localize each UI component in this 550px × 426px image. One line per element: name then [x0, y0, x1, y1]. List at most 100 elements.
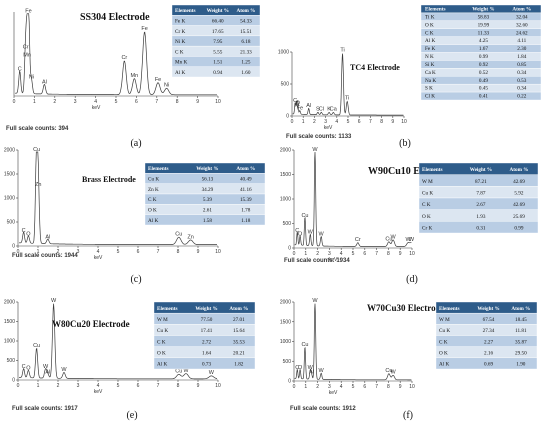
peak-label: Al	[45, 369, 50, 375]
table-cell: 11.81	[515, 328, 527, 334]
x-tick-label: 1	[302, 119, 305, 125]
table-cell: 1.58	[203, 218, 212, 224]
x-tick-label: 5	[347, 119, 350, 125]
x-tick-label: 2	[57, 249, 60, 255]
full-scale-counts: Full scale counts: 1133	[286, 134, 352, 140]
peak-label: W	[391, 369, 397, 375]
x-tick-label: 3	[77, 249, 80, 255]
table-cell: 0.22	[517, 94, 526, 100]
x-tick-label: 1	[37, 383, 40, 389]
table-cell: Cu K	[422, 191, 433, 197]
x-tick-label: 0	[291, 119, 294, 125]
table-row	[153, 357, 256, 370]
table-cell: 2.30	[517, 46, 526, 52]
x-tick-label: 10	[409, 251, 415, 257]
table-cell: 0.99	[514, 226, 523, 232]
x-tick-label: 2	[316, 384, 319, 390]
table-cell: 54.33	[240, 18, 252, 24]
x-tick-label: 6	[363, 251, 366, 257]
panel-title: W90Cu10 Electrode	[368, 166, 455, 177]
table-header-cell: Weight %	[477, 306, 499, 312]
table-cell: 1.64	[202, 350, 211, 356]
table-cell: 19.99	[478, 22, 490, 28]
peak-label: Cl	[319, 107, 324, 113]
table-cell: N K	[425, 54, 434, 60]
table-cell: 11.33	[478, 30, 490, 36]
peak-label: W	[406, 237, 412, 243]
composition-table: Elements Weight % Atom % Ti K 58.83 32.04 O K 1…	[420, 4, 542, 101]
table-cell: O K	[148, 208, 157, 214]
table-cell: 0.52	[479, 70, 488, 76]
y-tick-label: 0	[288, 379, 291, 385]
spectrum-line	[15, 13, 217, 96]
table-cell: 20.21	[233, 350, 245, 356]
table-cell: 0.53	[517, 78, 526, 84]
x-tick-label: 10	[215, 249, 221, 255]
x-tick-label: 5	[352, 251, 355, 257]
table-cell: 1.90	[516, 362, 525, 368]
table-cell: 18.45	[515, 317, 527, 323]
x-tick-label: 0	[17, 383, 20, 389]
table-cell: 0.45	[479, 86, 488, 92]
table-cell: Al K	[425, 38, 435, 44]
table-cell: Ti K	[425, 14, 435, 20]
table-cell: 35.53	[233, 339, 245, 345]
x-tick-label: 10	[215, 99, 221, 105]
table-cell: 0.73	[202, 362, 211, 368]
x-tick-label: 2	[316, 251, 319, 257]
table-cell: Al K	[439, 362, 449, 368]
table-cell: O K	[425, 22, 434, 28]
table-cell: C K	[148, 197, 157, 203]
x-tick-label: 2	[53, 99, 56, 105]
peak-label: Al	[45, 234, 50, 240]
composition-table: Elements Weight % Atom % Cu K 56.13 40.49 Zn K…	[144, 162, 266, 226]
panel-label: (c)	[130, 274, 141, 285]
peak-label: Al	[309, 369, 314, 375]
peak-label: W	[319, 232, 325, 238]
peak-label: Ti	[295, 102, 299, 108]
peak-label: O	[296, 100, 301, 106]
table-cell: Al K	[157, 362, 167, 368]
y-tick-label: 1500	[4, 319, 15, 325]
x-tick-label: 4	[97, 249, 100, 255]
table-cell: 0.49	[479, 78, 488, 84]
panel-title: Brass Electrode	[82, 175, 136, 184]
x-tick-label: 7	[157, 249, 160, 255]
x-tick-label: 1	[33, 99, 36, 105]
table-cell: Fe K	[425, 46, 435, 52]
x-axis-title: keV	[94, 389, 103, 395]
peak-label: O	[26, 366, 31, 372]
x-tick-label: 4	[340, 251, 343, 257]
y-tick-label: 1000	[280, 339, 291, 345]
panel-label: (f)	[403, 410, 413, 421]
peak-label: W	[183, 368, 189, 374]
panel-label: (b)	[399, 138, 411, 149]
table-cell: O K	[439, 350, 448, 356]
table-header-cell: Atom %	[510, 167, 529, 173]
peak-label: Ni	[164, 83, 169, 89]
peak-label: Fe	[155, 77, 161, 83]
full-scale-counts: Full scale counts: 1912	[290, 406, 356, 412]
table-cell: 5.55	[213, 49, 222, 55]
y-tick-label: 1500	[280, 172, 291, 178]
table-cell: 0.94	[213, 70, 222, 76]
composition-table: Elements Weight % Atom % Fe K 66.40 54.33 Cr K…	[171, 4, 261, 78]
table-cell: Ca K	[425, 70, 436, 76]
x-tick-label: 1	[304, 384, 307, 390]
x-tick-label: 10	[409, 384, 415, 390]
panel-d: 0 1 2 3 4 5 6 7 8 9 10keV0500100015002000COCuWWWCr…	[280, 147, 539, 285]
table-cell: Al K	[148, 218, 158, 224]
x-tick-label: 3	[328, 251, 331, 257]
x-tick-label: 10	[401, 119, 407, 125]
peak-label: Mn	[131, 73, 139, 79]
full-scale-counts: Full scale counts: 1934	[284, 258, 350, 264]
peak-label: O	[298, 232, 303, 238]
peak-label: O	[26, 232, 31, 238]
table-cell: 1.60	[241, 70, 250, 76]
peak-label: Ni	[29, 74, 34, 80]
peak-label: W	[319, 368, 325, 374]
x-tick-label: 8	[387, 384, 390, 390]
table-cell: Cu K	[157, 328, 168, 334]
peak-label: N	[294, 103, 298, 109]
x-tick-label: 9	[196, 99, 199, 105]
